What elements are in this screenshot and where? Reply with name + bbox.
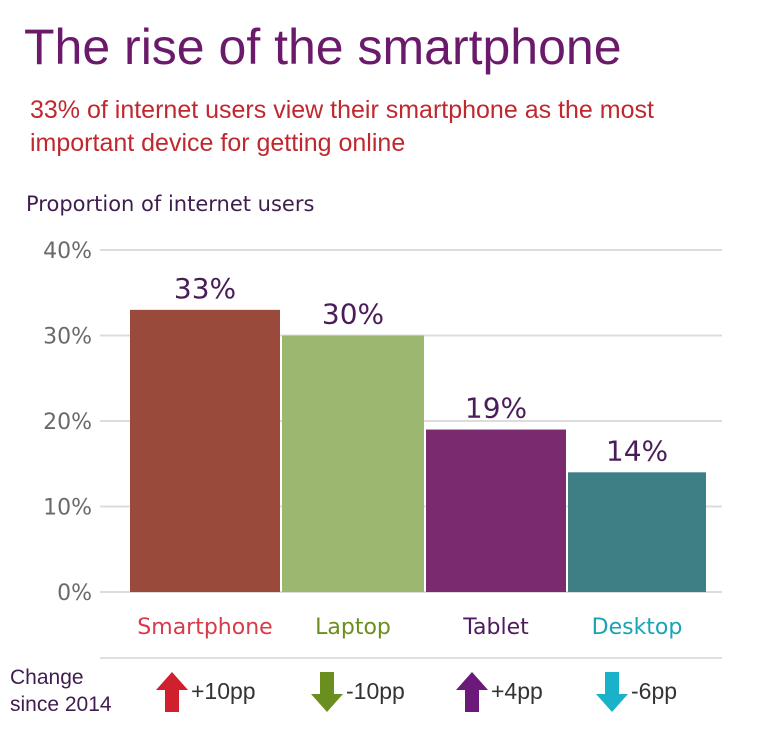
bar-smartphone bbox=[130, 309, 280, 592]
chart-subtitle: 33% of internet users view their smartph… bbox=[30, 96, 654, 157]
value-label: 14% bbox=[606, 434, 668, 467]
change-value: +10pp bbox=[191, 678, 256, 704]
y-tick-label: 20% bbox=[43, 410, 92, 435]
change-value: +4pp bbox=[491, 678, 543, 704]
category-label: Tablet bbox=[462, 615, 529, 640]
chart-title: The rise of the smartphone bbox=[24, 19, 622, 75]
bar-chart: 0% 10% 20% 30% 40% 33% Smartphone 30% Laptop 19% T… bbox=[43, 239, 722, 659]
change-value: -10pp bbox=[346, 678, 405, 704]
bar-desktop bbox=[568, 472, 706, 592]
category-label: Smartphone bbox=[137, 615, 272, 640]
category-label: Desktop bbox=[592, 615, 683, 640]
change-value: -6pp bbox=[631, 678, 678, 704]
up-arrow-icon bbox=[156, 672, 188, 712]
up-arrow-icon bbox=[456, 672, 488, 712]
bar-tablet bbox=[426, 429, 566, 592]
down-arrow-icon bbox=[311, 672, 343, 712]
category-label: Laptop bbox=[315, 615, 391, 640]
y-tick-label: 30% bbox=[43, 325, 92, 350]
value-label: 30% bbox=[322, 298, 384, 331]
bar-laptop bbox=[282, 335, 424, 592]
y-tick-label: 10% bbox=[43, 496, 92, 521]
value-label: 19% bbox=[465, 392, 527, 425]
change-label: Change since 2014 bbox=[10, 666, 112, 716]
y-tick-label: 0% bbox=[57, 581, 92, 606]
y-axis-label: Proportion of internet users bbox=[26, 192, 315, 216]
down-arrow-icon bbox=[596, 672, 628, 712]
value-label: 33% bbox=[174, 272, 236, 305]
y-tick-label: 40% bbox=[43, 239, 92, 264]
